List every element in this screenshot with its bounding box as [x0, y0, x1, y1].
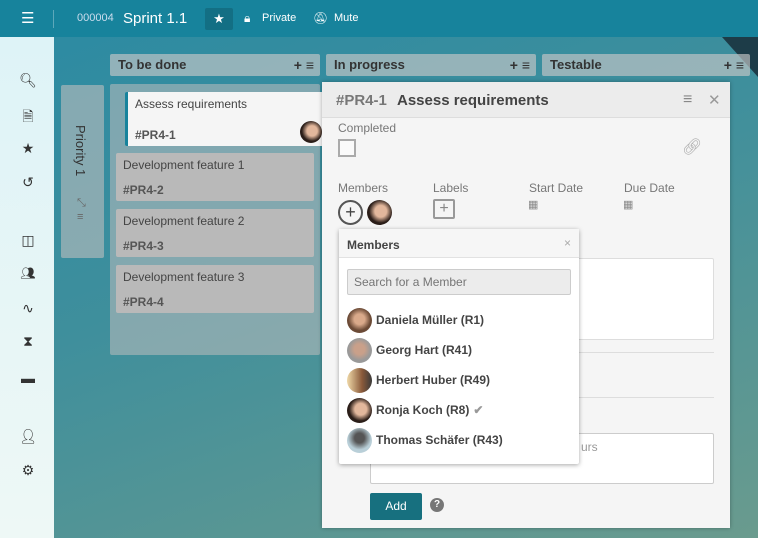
- comment-placeholder: urs: [581, 440, 598, 454]
- link-icon[interactable]: 🔗︎: [682, 139, 703, 156]
- member-name: Thomas Schäfer (R43): [376, 433, 503, 447]
- history-icon[interactable]: ↺: [22, 174, 34, 190]
- due-date-label: Due Date: [624, 181, 675, 195]
- members-popup: Members × Daniela Müller (R1) Georg Hart…: [339, 229, 579, 464]
- popup-header: Members ×: [339, 229, 579, 258]
- mute-button[interactable]: Mute: [334, 12, 359, 24]
- hamburger-icon[interactable]: ≡: [683, 91, 693, 108]
- top-bar: ☰ 000004 Sprint 1.1 ★ 🔒︎ Private 🔕︎ Mute: [0, 0, 758, 37]
- member-item[interactable]: Georg Hart (R41): [347, 337, 472, 363]
- labels-label: Labels: [433, 181, 469, 195]
- detail-card-id: #PR4-1: [336, 92, 387, 109]
- menu-icon[interactable]: ≡: [77, 211, 84, 223]
- column-header: To be done + ≡: [110, 54, 320, 76]
- avatar: [347, 427, 372, 453]
- member-avatar[interactable]: [367, 200, 392, 225]
- member-item[interactable]: Thomas Schäfer (R43): [347, 427, 503, 453]
- hamburger-icon[interactable]: ☰: [21, 10, 35, 27]
- column-title: To be done: [118, 57, 187, 72]
- add-card-icon[interactable]: + ≡: [293, 57, 314, 73]
- avatar: [347, 397, 372, 423]
- completed-checkbox[interactable]: [338, 139, 356, 157]
- archive-icon[interactable]: ▬: [21, 370, 35, 386]
- start-date-label: Start Date: [529, 181, 584, 195]
- close-icon[interactable]: ✕: [708, 92, 721, 109]
- divider: [53, 10, 54, 28]
- sidebar: 🔍︎ 🗎 ★ ↺ ◫ 👥︎ ∿ ⧗ ▬ 👤︎ ⚙: [0, 37, 54, 538]
- card-id: #PR4-2: [123, 183, 164, 197]
- detail-title[interactable]: Assess requirements: [397, 92, 549, 109]
- member-item[interactable]: Daniela Müller (R1): [347, 307, 484, 333]
- card-id: #PR4-4: [123, 295, 164, 309]
- board-icon[interactable]: ◫: [21, 232, 35, 248]
- column-title: In progress: [334, 57, 405, 72]
- mute-icon: 🔕︎: [313, 11, 329, 25]
- private-button[interactable]: Private: [262, 12, 297, 24]
- member-search-input[interactable]: [347, 269, 571, 295]
- column-title: Testable: [550, 57, 602, 72]
- add-member-button[interactable]: +: [338, 200, 363, 225]
- member-name: Georg Hart (R41): [376, 343, 473, 357]
- avatar: [347, 367, 372, 393]
- close-icon[interactable]: ×: [564, 236, 572, 250]
- gear-icon[interactable]: ⚙: [21, 462, 35, 478]
- card-title: Development feature 3: [123, 270, 245, 284]
- card-title: Development feature 1: [123, 158, 245, 172]
- swimlane-header[interactable]: Priority 1 ⤡ ≡: [61, 85, 104, 258]
- swimlane-title: Priority 1: [73, 125, 88, 177]
- collapse-icon[interactable]: ⤡: [77, 197, 86, 209]
- card-title: Development feature 2: [123, 214, 245, 228]
- calendar-icon[interactable]: ▦: [623, 199, 634, 211]
- add-button[interactable]: Add: [370, 493, 422, 520]
- board-id: 000004: [77, 12, 114, 24]
- hourglass-icon[interactable]: ⧗: [23, 333, 33, 349]
- card-title: Assess requirements: [135, 97, 248, 111]
- add-card-icon[interactable]: + ≡: [509, 57, 530, 73]
- member-name: Daniela Müller (R1): [376, 313, 485, 327]
- card[interactable]: Development feature 2 #PR4-3: [116, 209, 314, 257]
- popup-title: Members: [347, 238, 400, 252]
- star-icon[interactable]: ★: [21, 140, 35, 156]
- search-icon[interactable]: 🔍︎: [19, 72, 37, 88]
- column-header: In progress + ≡: [326, 54, 536, 76]
- activity-icon[interactable]: ∿: [22, 300, 34, 316]
- board-title[interactable]: Sprint 1.1: [123, 10, 188, 27]
- star-button[interactable]: ★: [205, 8, 233, 30]
- help-icon[interactable]: ?: [430, 498, 444, 512]
- member-name: Ronja Koch (R8): [376, 403, 470, 417]
- card[interactable]: Development feature 1 #PR4-2: [116, 153, 314, 201]
- member-item[interactable]: Ronja Koch (R8) ✔: [347, 397, 483, 423]
- card-id: #PR4-3: [123, 239, 164, 253]
- star-icon: ★: [213, 11, 225, 26]
- add-label-button[interactable]: +: [433, 199, 455, 219]
- avatar: [347, 307, 372, 333]
- member-name: Herbert Huber (R49): [376, 373, 491, 387]
- card-id: #PR4-1: [135, 128, 176, 142]
- avatar: [347, 337, 372, 363]
- detail-header: #PR4-1 Assess requirements ≡ ✕: [322, 82, 730, 118]
- avatar: [300, 121, 322, 143]
- card[interactable]: Assess requirements #PR4-1: [125, 92, 325, 146]
- users-icon[interactable]: 👥︎: [20, 266, 36, 280]
- add-card-icon[interactable]: + ≡: [723, 57, 744, 73]
- calendar-icon[interactable]: ▦: [528, 199, 539, 211]
- lock-icon: 🔒︎: [244, 11, 251, 25]
- members-label: Members: [338, 181, 389, 195]
- card[interactable]: Development feature 3 #PR4-4: [116, 265, 314, 313]
- add-document-icon[interactable]: 🗎: [22, 108, 34, 124]
- user-icon[interactable]: 👤︎: [19, 428, 37, 444]
- completed-label: Completed: [338, 121, 397, 135]
- column-header: Testable + ≡: [542, 54, 750, 76]
- member-item[interactable]: Herbert Huber (R49): [347, 367, 490, 393]
- check-icon: ✔: [473, 403, 484, 417]
